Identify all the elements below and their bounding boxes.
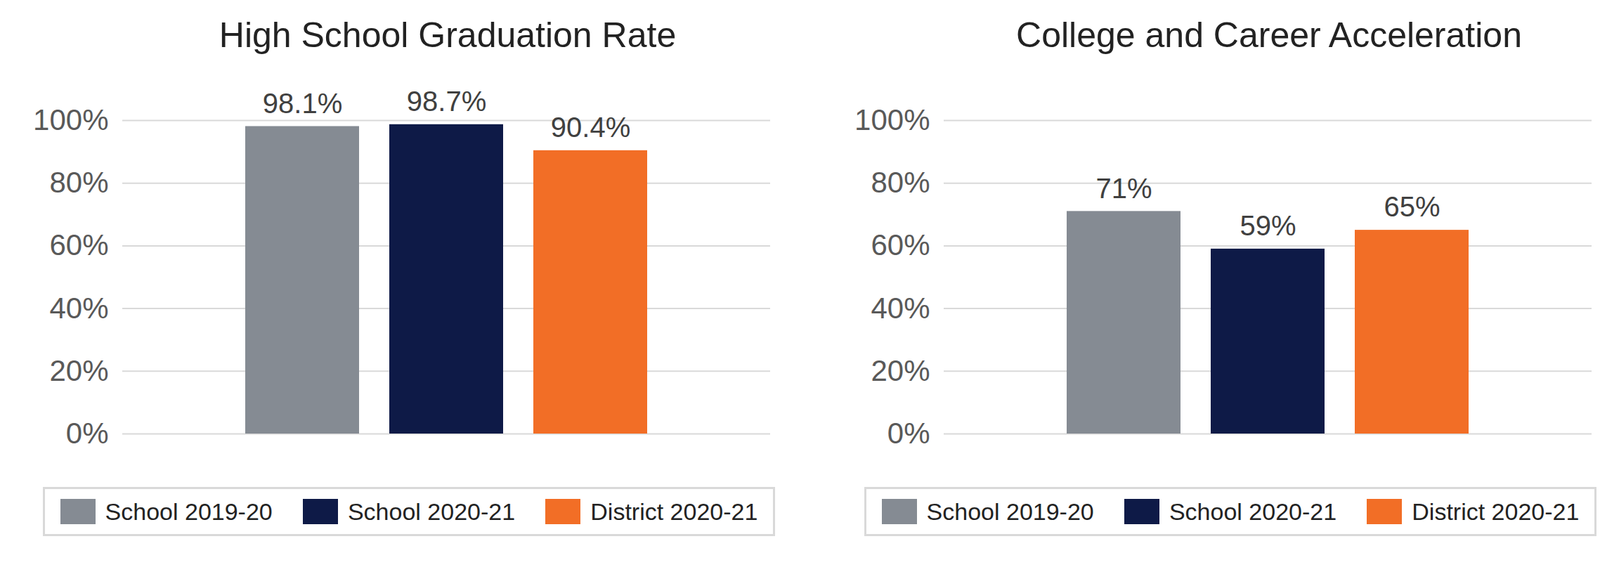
svg-text:65%: 65%	[1383, 191, 1440, 223]
svg-text:40%: 40%	[870, 291, 930, 325]
html-text:School 2019-20: School 2019-20	[105, 497, 273, 525]
svg-text:100%: 100%	[33, 103, 109, 137]
html-text:District 2020-21: District 2020-21	[590, 497, 758, 525]
svg-text:90.4%: 90.4%	[550, 111, 631, 143]
svg-text:40%: 40%	[49, 291, 109, 325]
html-text:High School Graduation Rate: High School Graduation Rate	[219, 15, 677, 55]
svg-text:80%: 80%	[870, 165, 930, 199]
svg-text:100%: 100%	[854, 103, 930, 137]
svg-text:60%: 60%	[870, 228, 930, 262]
svg-text:71%: 71%	[1095, 172, 1152, 204]
svg-text:98.1%: 98.1%	[262, 87, 343, 119]
svg-text:0%: 0%	[66, 416, 109, 450]
svg-text:20%: 20%	[870, 354, 930, 388]
svg-text:0%: 0%	[887, 416, 931, 450]
svg-text:59%: 59%	[1239, 210, 1296, 242]
svg-text:20%: 20%	[49, 354, 109, 388]
html-text:School 2020-21: School 2020-21	[1169, 497, 1337, 525]
html-text:School 2019-20: School 2019-20	[926, 497, 1094, 525]
html-text:School 2020-21: School 2020-21	[347, 497, 516, 525]
svg-text:60%: 60%	[49, 228, 109, 262]
html-text:District 2020-21: District 2020-21	[1411, 497, 1580, 525]
svg-text:80%: 80%	[49, 165, 109, 199]
svg-text:98.7%: 98.7%	[406, 85, 487, 117]
html-text:College and Career Acceleratio: College and Career Acceleration	[1016, 15, 1522, 55]
